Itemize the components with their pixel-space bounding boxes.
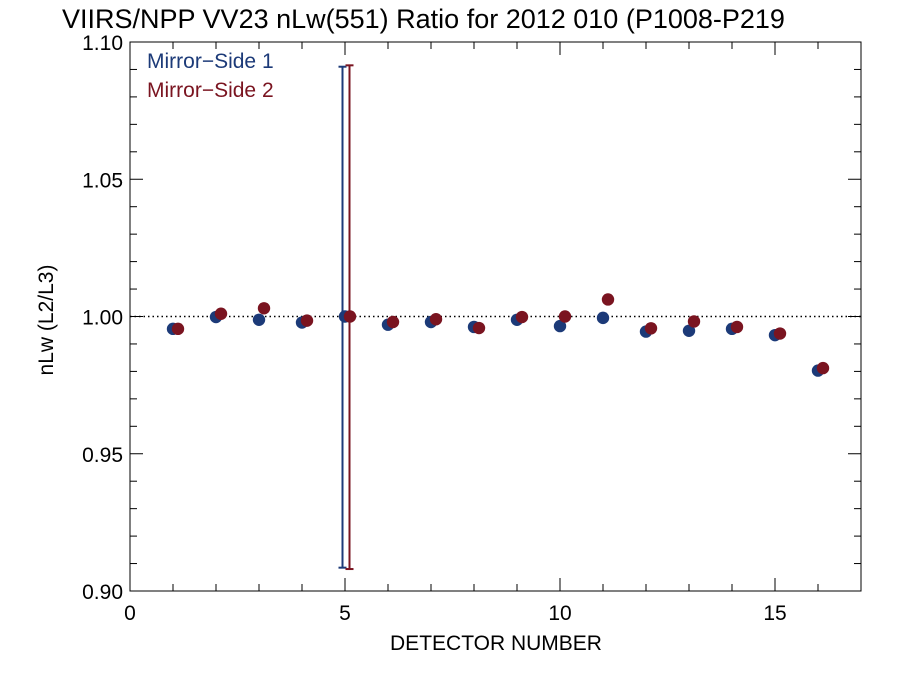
axis-ticks [129, 41, 862, 592]
data-point-series-2 [300, 314, 314, 327]
data-point-series-2 [601, 293, 615, 306]
x-tick-label: 0 [124, 602, 136, 625]
y-tick-labels: 0.90 0.95 1.00 1.05 1.10 [82, 32, 123, 604]
data-points [166, 293, 830, 377]
legend-item-mirror-side-2: Mirror−Side 2 [147, 79, 274, 102]
y-axis-label: nLw (L2/L3) [35, 265, 58, 376]
data-point-series-2 [558, 310, 572, 323]
data-point-series-2 [171, 322, 185, 336]
y-tick-label: 1.05 [82, 169, 123, 192]
y-tick-label: 0.90 [82, 581, 123, 604]
x-tick-label: 15 [763, 602, 786, 625]
data-point-series-1 [553, 319, 567, 333]
data-point-series-2 [515, 310, 529, 324]
x-tick-labels: 0 5 10 15 [124, 602, 787, 625]
data-point-series-2 [386, 315, 400, 329]
data-point-series-2 [343, 310, 357, 323]
plot-area [129, 41, 862, 592]
x-tick-label: 10 [548, 602, 571, 625]
data-point-series-2 [730, 320, 744, 334]
data-point-series-1 [682, 324, 696, 337]
data-point-series-2 [429, 313, 443, 326]
data-point-series-2 [816, 361, 830, 375]
chart-title: VIIRS/NPP VV23 nLw(551) Ratio for 2012 0… [62, 4, 785, 34]
data-point-series-2 [687, 315, 701, 328]
y-tick-label: 1.00 [82, 307, 123, 330]
legend-item-mirror-side-1: Mirror−Side 1 [147, 50, 274, 73]
x-tick-label: 5 [339, 602, 351, 625]
data-point-series-2 [257, 302, 271, 315]
y-tick-label: 0.95 [82, 444, 123, 467]
legend: Mirror−Side 1 Mirror−Side 2 [147, 50, 274, 102]
data-point-series-1 [596, 311, 610, 325]
y-tick-label: 1.10 [82, 32, 123, 55]
data-point-series-1 [252, 313, 266, 326]
data-point-series-2 [644, 322, 658, 335]
data-point-series-2 [472, 321, 486, 335]
x-axis-label: DETECTOR NUMBER [390, 632, 602, 655]
data-point-series-2 [773, 327, 787, 340]
data-point-series-2 [214, 307, 228, 320]
